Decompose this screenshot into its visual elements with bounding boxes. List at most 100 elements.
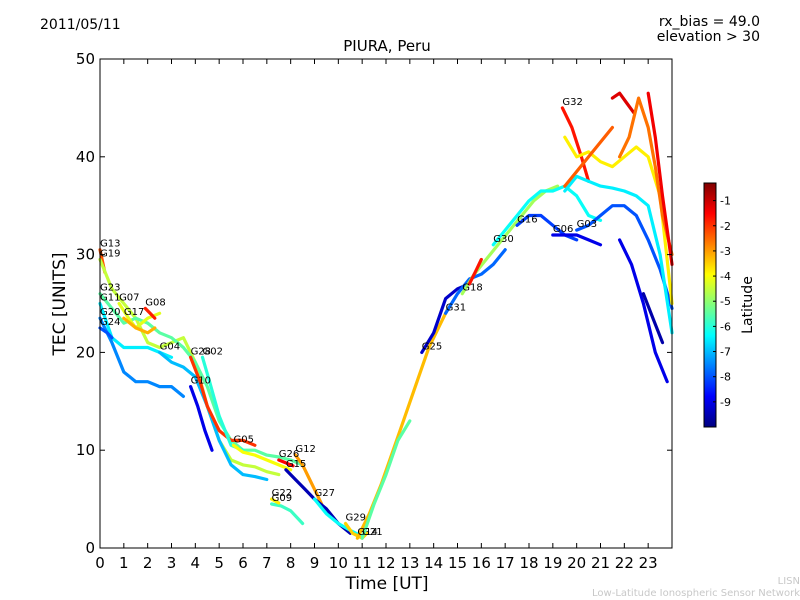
x-tick-label: 2 <box>143 554 153 572</box>
series-label-G29: G29 <box>345 513 365 524</box>
credit-long: Low-Latitude Ionospheric Sensor Network <box>592 588 800 599</box>
date-label: 2011/05/11 <box>40 17 121 33</box>
series-label-G16: G16 <box>517 214 537 225</box>
series-red_peak <box>610 91 636 115</box>
colorbar-tick-label: -7 <box>720 346 731 359</box>
x-tick-label: 3 <box>167 554 177 572</box>
series-label-G09: G09 <box>272 493 292 504</box>
credit-short: LISN <box>777 576 800 587</box>
x-tick-label: 1 <box>119 554 129 572</box>
y-tick-label: 0 <box>85 539 95 557</box>
series-G32_rise <box>467 257 483 286</box>
colorbar-tick-label: -6 <box>720 320 731 333</box>
series-G03 <box>575 204 674 310</box>
series-orange_peak <box>617 96 674 257</box>
chart-title: PIURA, Peru <box>343 37 431 55</box>
series-label-G10: G10 <box>191 376 211 387</box>
x-tick-label: 8 <box>286 554 296 572</box>
series-G32 <box>560 106 591 183</box>
series-green_arc <box>563 174 674 335</box>
series-label-G08: G08 <box>145 297 165 308</box>
y-tick-label: 20 <box>76 343 95 361</box>
colorbar-tick-label: -8 <box>720 371 731 384</box>
series-G28 <box>189 355 257 447</box>
x-tick-label: 6 <box>238 554 248 572</box>
series-label-G19: G19 <box>100 248 120 259</box>
x-tick-label: 20 <box>567 554 586 572</box>
x-tick-label: 18 <box>519 554 538 572</box>
series-layer <box>98 91 674 540</box>
series-orange_rise <box>563 125 615 188</box>
x-tick-label: 22 <box>615 554 634 572</box>
rx-bias-label: rx_bias = 49.0 <box>658 14 760 30</box>
axis-layer: 0 1 2 3 4 5 6 7 8 9 10 11 12 13 14 15 16 17 18 19 20 21 22 2301… <box>76 50 672 572</box>
series-blue_late1 <box>617 238 669 384</box>
series-label-G20: G20 <box>100 307 120 318</box>
y-tick-label: 40 <box>76 148 95 166</box>
colorbar-tick-label: -5 <box>720 295 731 308</box>
x-tick-label: 10 <box>329 554 348 572</box>
series-label-G13: G13 <box>100 239 120 250</box>
series-label-G30: G30 <box>493 234 513 245</box>
series-label-G04: G04 <box>160 341 180 352</box>
x-tick-label: 16 <box>472 554 491 572</box>
x-tick-label: 7 <box>262 554 272 572</box>
series-label-G31: G31 <box>446 302 466 313</box>
elevation-label: elevation > 30 <box>656 29 760 45</box>
series-label-G14: G14 <box>357 527 377 538</box>
y-tick-label: 10 <box>76 441 95 459</box>
series-G06 <box>551 233 603 247</box>
series-label-G18: G18 <box>462 283 482 294</box>
series-G21 <box>360 419 412 540</box>
series-G17 <box>122 316 157 335</box>
x-tick-label: 14 <box>424 554 443 572</box>
x-tick-label: 5 <box>214 554 224 572</box>
x-tick-label: 19 <box>543 554 562 572</box>
series-yellow_arc <box>563 135 674 306</box>
series-label-G15: G15 <box>286 459 306 470</box>
series-G19 <box>98 257 281 477</box>
series-G10 <box>189 385 214 452</box>
series-label-G25: G25 <box>422 341 442 352</box>
x-tick-label: 23 <box>639 554 658 572</box>
series-label-G11: G11 <box>100 293 120 304</box>
series-label-G23: G23 <box>100 283 120 294</box>
series-label-G12: G12 <box>295 444 315 455</box>
series-G22 <box>270 497 281 505</box>
x-tick-label: 12 <box>376 554 395 572</box>
series-G31 <box>444 248 507 315</box>
series-label-G28: G28 <box>191 346 211 357</box>
colorbar-tick-label: -3 <box>720 245 731 258</box>
colorbar <box>703 182 717 428</box>
series-label-G06: G06 <box>553 224 573 235</box>
y-tick-label: 30 <box>76 246 95 264</box>
series-G26 <box>277 458 295 468</box>
series-G20 <box>98 316 185 398</box>
x-axis-label: Time [UT] <box>345 574 429 594</box>
series-label-G07: G07 <box>119 293 139 304</box>
series-label-G21: G21 <box>362 527 382 538</box>
colorbar-tick-label: -4 <box>720 270 731 283</box>
x-tick-label: 17 <box>496 554 515 572</box>
series-G04 <box>158 350 269 482</box>
series-label-G27: G27 <box>315 488 335 499</box>
series-G30 <box>491 184 603 247</box>
x-tick-label: 9 <box>310 554 320 572</box>
series-G08 <box>143 306 157 320</box>
colorbar-tick-label: -9 <box>720 396 731 409</box>
series-blue_late2 <box>641 292 665 345</box>
series-label-G17: G17 <box>124 307 144 318</box>
series-G09 <box>270 502 305 526</box>
series-red_late <box>646 91 674 266</box>
x-tick-label: 15 <box>448 554 467 572</box>
colorbar-ticks: -1 -2 -3 -4 -5 -6 -7 -8 -9 <box>713 195 731 409</box>
series-G24 <box>98 326 114 340</box>
series-G23 <box>98 292 305 467</box>
x-tick-label: 0 <box>95 554 105 572</box>
series-label-G32: G32 <box>562 97 582 108</box>
x-tick-label: 4 <box>191 554 201 572</box>
series-label-G03: G03 <box>577 219 597 230</box>
series-label-G05: G05 <box>233 434 253 445</box>
series-label-G26: G26 <box>279 449 299 460</box>
